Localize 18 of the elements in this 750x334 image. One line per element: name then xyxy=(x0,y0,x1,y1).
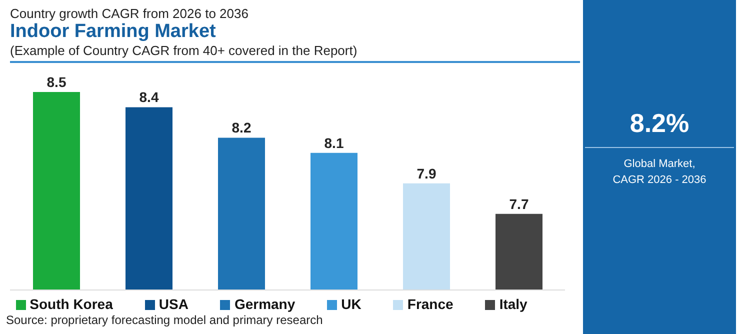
chart-title: Indoor Farming Market xyxy=(10,21,217,43)
text: (Example of Country CAGR from 40+ covered in the Report) xyxy=(10,43,358,58)
data-label: 8.1 xyxy=(324,134,344,151)
data-label: 8.4 xyxy=(139,89,159,106)
chart-subtitle: Country growth CAGR from 2026 to 2036 xyxy=(10,6,250,21)
legend-label: South Korea xyxy=(30,296,113,312)
text: Global Market, CAGR 2026 - 2036 xyxy=(612,157,708,188)
legend-label: Italy xyxy=(499,296,528,312)
legend-label: France xyxy=(407,296,454,312)
data-label: 8.2 xyxy=(232,120,252,136)
legend-label: UK xyxy=(341,296,362,312)
text: 8.2% xyxy=(628,108,690,139)
legend-label: USA xyxy=(158,296,188,312)
data-label: 8.5 xyxy=(46,74,66,90)
source-note: Source: proprietary forecasting model and primary research xyxy=(6,313,323,327)
legend-label: Germany xyxy=(234,296,296,312)
data-label: 7.9 xyxy=(416,165,436,182)
data-label: 7.7 xyxy=(509,196,529,212)
